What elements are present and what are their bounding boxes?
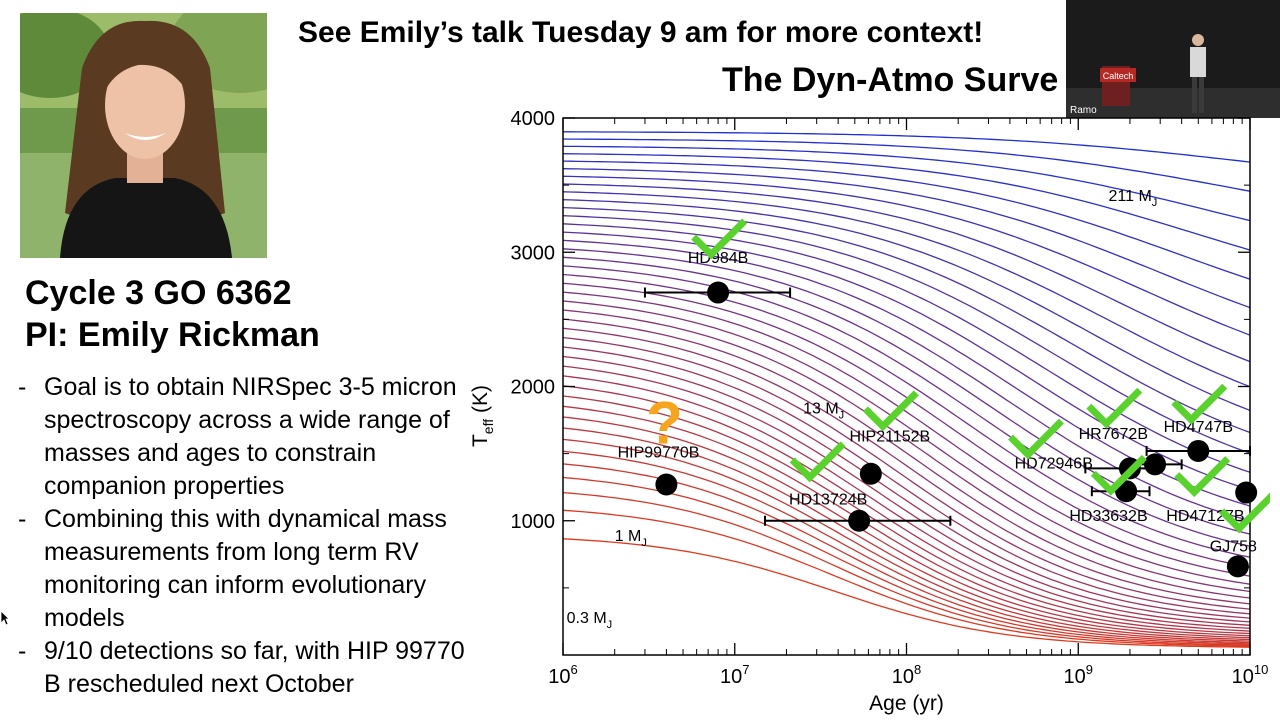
evolutionary-tracks-chart: 106 107 108 109 1010 1000 2000 3000 4000 Age (yr)… — [469, 108, 1270, 715]
mouse-cursor-icon — [0, 610, 10, 631]
companion-point — [1144, 453, 1167, 476]
evolutionary-track — [563, 355, 1250, 619]
evolutionary-track — [563, 509, 1250, 647]
bullet-item: 9/10 detections so far, with HIP 99770 B… — [18, 635, 488, 701]
detection-check-icon — [1090, 454, 1147, 496]
principal-investigator: PI: Emily Rickman — [25, 316, 320, 354]
detection-check-icon — [1086, 387, 1143, 429]
evolutionary-track — [563, 168, 1250, 309]
webcam-name-label: Ramo — [1070, 105, 1097, 116]
evolutionary-track — [563, 199, 1250, 412]
evolutionary-track — [563, 476, 1250, 645]
companion-label: HD4747B — [1164, 419, 1233, 436]
companion-label: HR7672B — [1079, 426, 1148, 443]
pending-question-icon: ? — [646, 389, 683, 456]
companion-point — [1187, 439, 1210, 462]
evolutionary-track — [563, 463, 1250, 644]
bullet-item: Goal is to obtain NIRSpec 3-5 micron spe… — [18, 371, 488, 503]
evolutionary-track — [563, 300, 1250, 585]
evolutionary-track — [563, 145, 1250, 222]
x-tick-label: 109 — [1064, 662, 1093, 688]
evolutionary-track — [563, 327, 1250, 605]
evolutionary-track — [563, 223, 1250, 473]
evolutionary-track — [563, 191, 1250, 388]
companion-label: HD13724B — [789, 492, 867, 509]
evolutionary-track — [563, 346, 1250, 615]
y-tick-label: 1000 — [511, 511, 556, 533]
evolutionary-track — [563, 282, 1250, 568]
evolutionary-track — [563, 416, 1250, 637]
goal-bullet-list: Goal is to obtain NIRSpec 3-5 micron spe… — [18, 371, 488, 701]
evolutionary-track — [563, 273, 1250, 558]
companion-point — [848, 509, 871, 532]
evolutionary-track — [563, 450, 1250, 642]
detection-check-icon — [1008, 418, 1064, 460]
evolutionary-track — [563, 160, 1250, 280]
evolutionary-track — [563, 131, 1250, 163]
evolutionary-track — [563, 153, 1250, 251]
detection-check-icon — [862, 390, 919, 432]
companion-point — [1226, 555, 1249, 578]
track-mass-label: 13 MJ — [803, 400, 844, 421]
podium-sign: Caltech — [1103, 71, 1134, 81]
detection-check-icon — [1171, 383, 1228, 425]
program-id: Cycle 3 GO 6362 — [25, 274, 292, 312]
x-axis-label: Age (yr) — [869, 692, 944, 715]
evolutionary-track — [563, 291, 1250, 577]
detection-check-icon — [691, 218, 748, 260]
companion-label: HD72946B — [1015, 455, 1093, 472]
companion-label: HD33632B — [1069, 508, 1147, 525]
x-tick-label: 108 — [892, 662, 921, 688]
companion-label: HD984B — [688, 250, 748, 267]
evolutionary-track — [563, 138, 1250, 192]
track-group — [563, 131, 1250, 648]
y-axis-label: Teff (K) — [469, 385, 496, 447]
evolutionary-track — [563, 215, 1250, 454]
evolutionary-track — [563, 385, 1250, 629]
evolutionary-track — [563, 206, 1250, 434]
companion-label: HIP21152B — [850, 429, 931, 446]
evolutionary-track — [563, 309, 1250, 593]
y-tick-label: 2000 — [511, 377, 556, 399]
evolutionary-track — [563, 438, 1250, 641]
evolutionary-track — [563, 183, 1250, 363]
evolutionary-track — [563, 538, 1250, 648]
talk-announcement: See Emily’s talk Tuesday 9 am for more c… — [298, 16, 984, 49]
evolutionary-track — [563, 175, 1250, 336]
track-mass-label: 1 MJ — [615, 528, 647, 549]
companion-point — [707, 281, 730, 304]
track-mass-label: 211 MJ — [1108, 188, 1157, 209]
y-tick-label: 3000 — [511, 242, 556, 264]
x-tick-label: 106 — [548, 662, 577, 688]
speaker-webcam: Caltech Ramo — [1066, 0, 1280, 118]
x-tick-label: 1010 — [1232, 662, 1269, 688]
detection-check-icon — [1219, 492, 1270, 534]
pi-photo — [20, 13, 267, 258]
evolutionary-track — [563, 491, 1250, 646]
evolutionary-track — [563, 231, 1250, 491]
companion-point — [655, 473, 678, 496]
companion-point — [1235, 481, 1258, 504]
companion-label: HIP99770B — [618, 445, 700, 462]
program-info: Cycle 3 GO 6362 PI: Emily Rickman — [25, 272, 320, 356]
companion-label: GJ758 — [1210, 539, 1257, 556]
track-mass-label: 0.3 MJ — [567, 610, 613, 631]
evolutionary-track — [563, 405, 1250, 635]
evolutionary-track — [563, 427, 1250, 639]
detection-check-icon — [1174, 456, 1231, 498]
evolutionary-track — [563, 365, 1250, 623]
x-tick-label: 107 — [720, 662, 749, 688]
survey-title: The Dyn-Atmo Surve — [722, 61, 1059, 99]
bullet-item: Combining this with dynamical mass measu… — [18, 503, 488, 635]
detection-check-icon — [789, 441, 846, 483]
evolutionary-track — [563, 336, 1250, 610]
evolutionary-track — [563, 265, 1250, 547]
y-tick-label: 4000 — [511, 108, 556, 130]
evolutionary-track — [563, 318, 1250, 599]
companion-point — [859, 462, 882, 485]
evolutionary-track — [563, 395, 1250, 632]
